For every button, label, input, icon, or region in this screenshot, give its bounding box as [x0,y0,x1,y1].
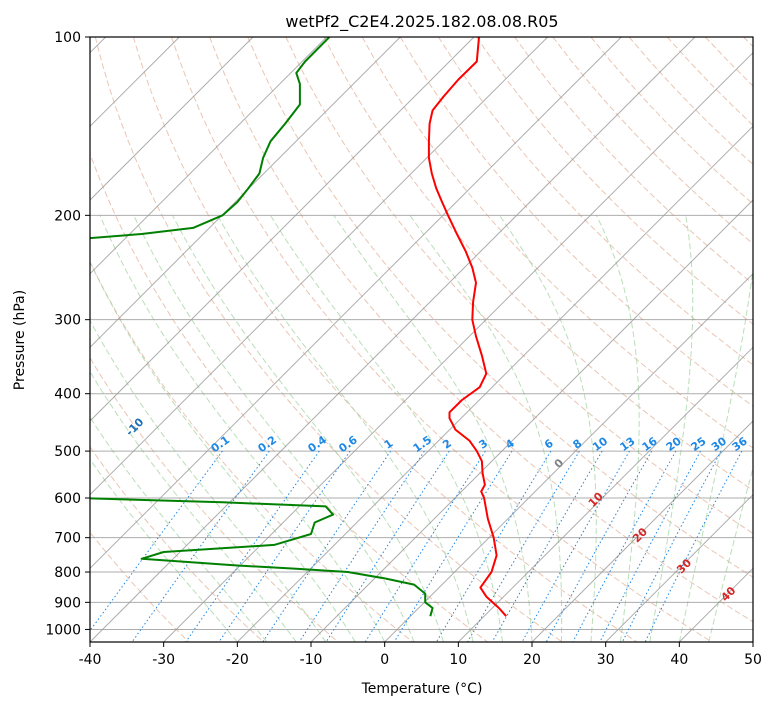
mixing-ratio-line [521,450,630,642]
dry-adiabat-line [90,446,264,642]
dry-adiabat-line [437,37,753,366]
y-tick-label: 500 [54,444,81,460]
mixing-ratio-line [393,450,513,642]
isotherm-gridline [163,51,753,642]
y-tick-label: 700 [54,531,81,547]
moist-adiabat-line [333,215,533,642]
x-tick-label: -30 [152,652,175,668]
moist-adiabat-line [90,319,327,642]
dry-adiabat-line [247,37,753,578]
moist-adiabat-line [133,215,415,642]
moist-adiabat-line [678,265,753,642]
moist-adiabat-line [499,215,597,642]
mixing-ratio-line [644,450,743,642]
dry-adiabat-line [90,152,488,642]
isotherm-gridline [90,37,328,275]
mixing-ratio-line [298,450,425,642]
dry-adiabat-line [323,37,753,491]
isotherm-gridline [236,125,753,642]
background-lines [90,37,753,642]
moist-adiabat-line [708,466,753,642]
dewpoint-profile-line [90,37,434,617]
y-tick-label: 300 [54,313,81,329]
y-tick-label: 100 [54,30,81,46]
y-tick-label: 400 [54,387,81,403]
isotherm-gridline [90,37,549,496]
dry-adiabat-line [132,37,638,642]
mixing-ratio-line [218,450,351,642]
moist-adiabat-line [172,215,445,642]
mixing-ratio-line [621,450,722,642]
profile-lines [90,37,507,617]
x-tick-label: 10 [449,652,467,668]
x-tick-label: 50 [744,652,762,668]
x-tick-label: -40 [79,652,102,668]
x-axis-ticks: -40 -30 -20 -10 0 10 20 30 40 50 [79,642,762,668]
moist-adiabat-line [90,458,238,642]
dry-adiabat-line [209,37,753,623]
mixing-ratio-line [545,450,653,642]
plot-frame [89,36,754,643]
mixing-ratio-line [185,450,320,642]
x-tick-label: -10 [300,652,323,668]
moist-adiabat-line [649,215,694,642]
isotherm-gridline [384,272,753,642]
moist-adiabat-line [409,215,563,642]
isotherm-gridline [90,37,475,422]
mixing-ratio-line [262,450,392,642]
moist-adiabat-line [90,416,268,642]
mixing-ratio-line [599,450,701,642]
x-tick-label: 20 [523,652,541,668]
x-tick-label: 30 [597,652,615,668]
dry-adiabat-line [90,356,339,642]
chart-title: wetPf2_C2E4.2025.182.08.08.R05 [285,12,558,32]
dry-adiabat-line [361,37,753,449]
y-axis-ticks: 100 200 300 400 500 600 700 800 900 1000 [45,30,90,638]
moist-adiabat-line [596,215,640,642]
mixing-ratio-line [90,450,223,632]
isotherm-gridline [457,346,753,642]
x-tick-label: -20 [226,652,249,668]
mixing-ratio-line [572,450,677,642]
isotherm-gridline [605,493,753,642]
y-tick-label: 200 [54,208,81,224]
isotherm-gridline [531,420,753,642]
isotherm-gridline [90,37,401,349]
isotherm-gridline [310,199,753,642]
x-tick-label: 40 [670,652,688,668]
temperature-profile-line [427,37,507,617]
isotherm-gridline [90,37,254,201]
isotherm-gridline [90,37,622,570]
mixing-ratio-line [491,450,603,642]
dry-adiabat-line [94,37,563,642]
dry-adiabat-line [285,37,753,535]
dry-adiabat-line [399,37,753,407]
y-tick-label: 900 [54,595,81,611]
moist-adiabat-line [90,260,356,642]
x-axis-label: Temperature (°C) [361,681,483,697]
moist-adiabat-line [217,215,474,642]
moist-adiabat-line [90,370,297,642]
y-tick-label: 800 [54,565,81,581]
y-axis-label: Pressure (hPa) [12,290,28,390]
x-tick-label: 0 [380,652,389,668]
isotherm-gridline [90,37,696,642]
y-tick-label: 600 [54,491,81,507]
y-tick-label: 1000 [45,622,81,638]
